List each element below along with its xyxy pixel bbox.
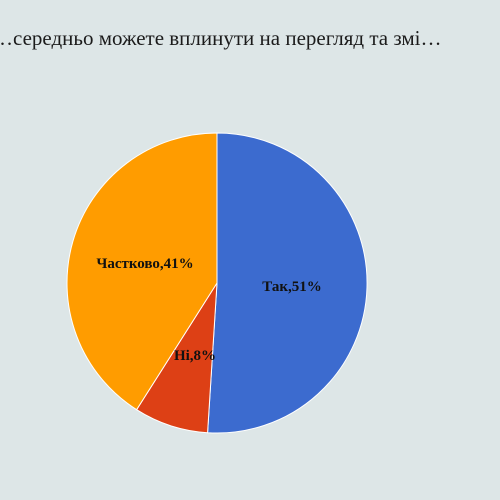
- pie-slice-1: [207, 132, 368, 434]
- pie-labels: Так,51% Ні,8% Частково,41%: [96, 256, 321, 364]
- pie-slice-3: [66, 132, 218, 411]
- chart-title: …середньо можете вплинути на перегляд та…: [0, 26, 442, 50]
- pie-slice-label-3: Частково,41%: [96, 256, 193, 272]
- pie-slices: [66, 132, 368, 434]
- pie-slice-label-2: Ні,8%: [174, 348, 216, 364]
- pie-slice-label-1: Так,51%: [262, 279, 322, 295]
